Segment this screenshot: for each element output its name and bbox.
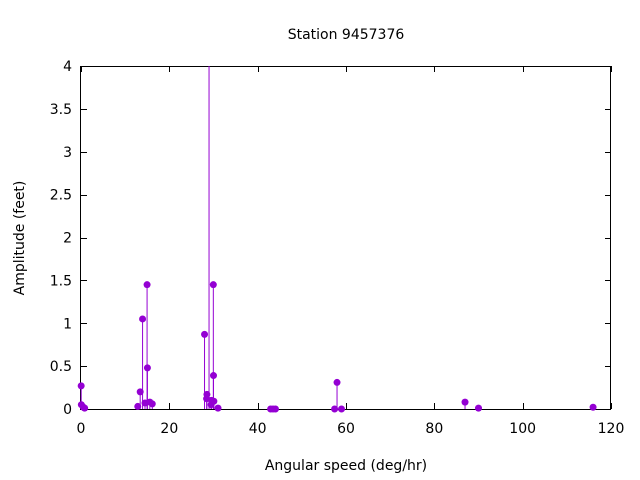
data-point <box>337 405 345 413</box>
data-point <box>271 405 279 413</box>
y-tick-label: 4 <box>63 59 72 75</box>
data-point <box>143 281 151 289</box>
y-tick-label: 3 <box>63 145 72 161</box>
x-tick-label: 20 <box>160 421 178 437</box>
x-tick-label: 100 <box>509 421 536 437</box>
x-axis-label: Angular speed (deg/hr) <box>265 458 427 474</box>
data-point <box>214 404 222 412</box>
data-point <box>81 404 89 412</box>
data-point <box>475 404 482 412</box>
y-axis-label: Amplitude (feet) <box>12 181 28 296</box>
x-axis-ticks: 0 20 40 60 80 100 120 <box>77 66 625 437</box>
data-point <box>136 388 144 396</box>
y-tick-label: 0.5 <box>50 359 72 375</box>
y-tick-label: 2.5 <box>50 188 72 204</box>
y-tick-label: 3.5 <box>50 102 72 118</box>
y-tick-label: 1.5 <box>50 273 72 289</box>
x-tick-label: 60 <box>337 421 355 437</box>
data-point <box>139 315 147 323</box>
data-point <box>201 330 209 338</box>
data-point <box>461 398 469 406</box>
y-tick-label: 2 <box>63 231 72 247</box>
data-marks <box>77 66 597 413</box>
y-tick-label: 1 <box>63 316 72 332</box>
data-point <box>134 402 142 410</box>
x-tick-label: 0 <box>77 421 86 437</box>
data-point <box>77 382 85 390</box>
data-point <box>210 397 218 405</box>
data-point <box>148 400 156 408</box>
data-point <box>333 378 341 386</box>
x-tick-label: 40 <box>249 421 267 437</box>
data-point <box>209 281 217 289</box>
plot-frame <box>80 66 611 410</box>
x-tick-label: 120 <box>598 421 625 437</box>
data-point <box>210 372 217 380</box>
data-point <box>589 403 597 411</box>
y-axis-ticks: 0 0.5 1 1.5 2 2.5 3 3.5 4 <box>50 59 611 418</box>
data-point <box>331 405 339 413</box>
x-tick-label: 80 <box>425 421 443 437</box>
y-tick-label: 0 <box>63 402 72 418</box>
chart-title: Station 9457376 <box>288 27 405 43</box>
data-point <box>143 364 151 372</box>
